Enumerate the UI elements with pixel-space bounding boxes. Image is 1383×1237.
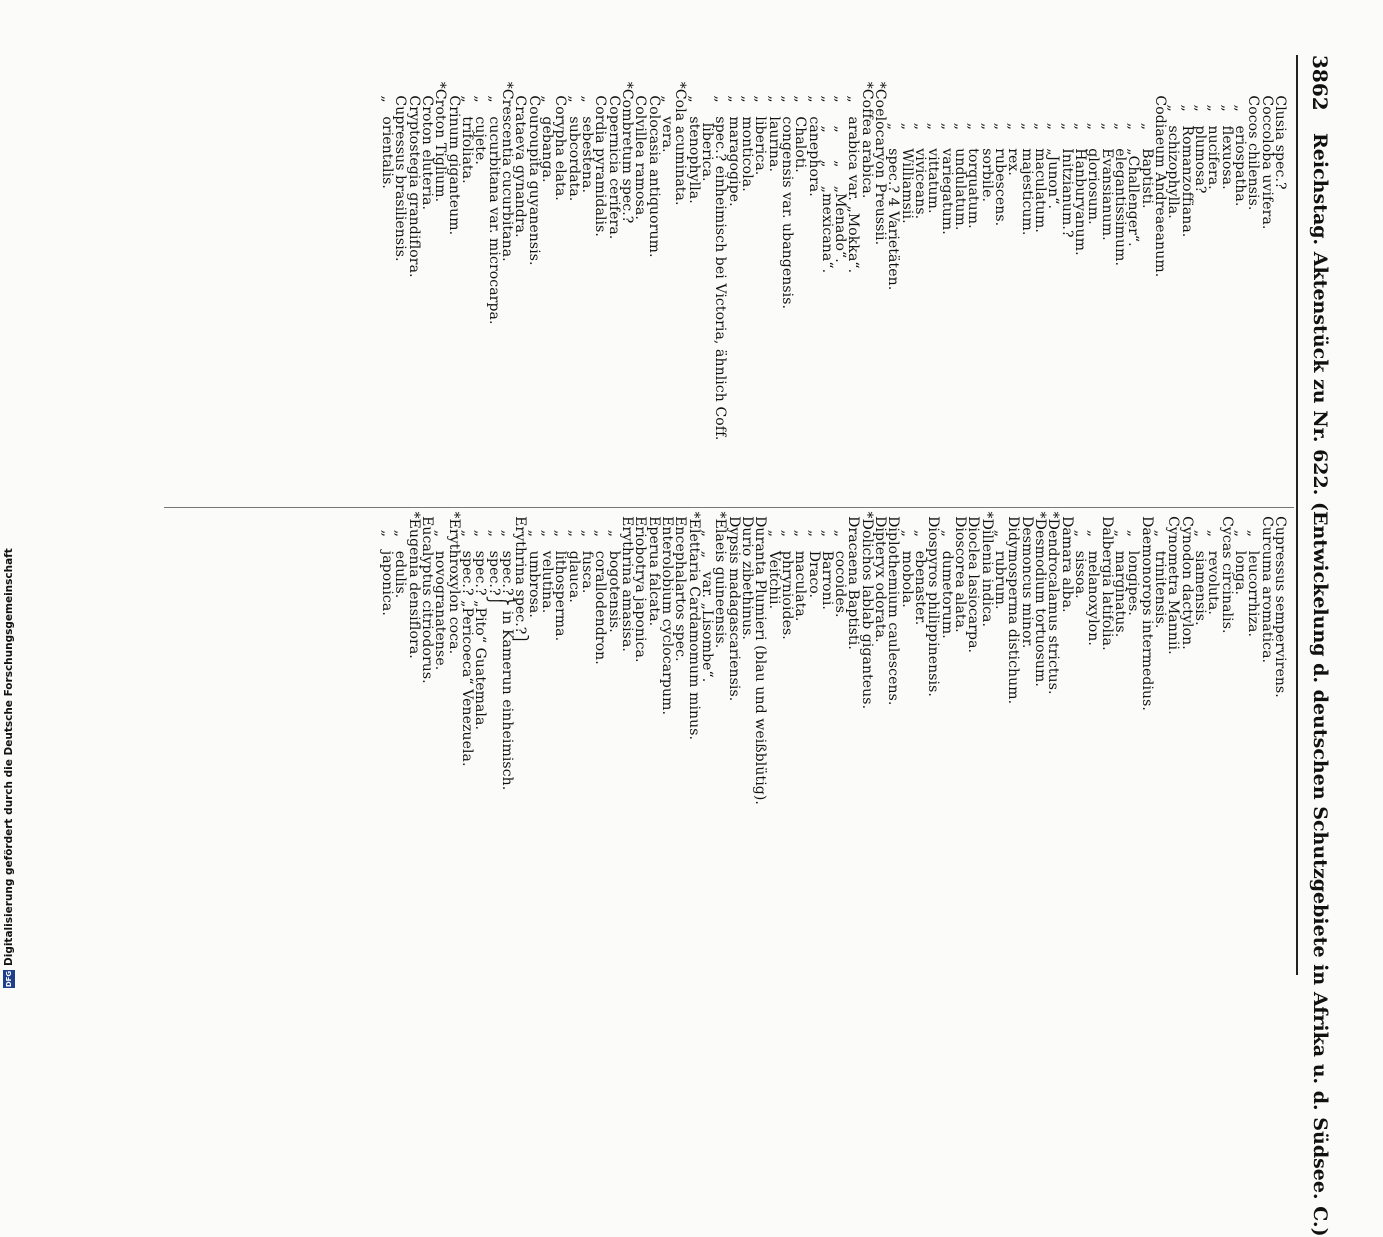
list-item: *Coffea arabica. [858,59,875,199]
list-item: Couroupita guyanensis. [525,59,542,266]
list-item: Desmoncus minor. [1018,507,1035,649]
list-item: Cupressus brasiliensis. [392,59,409,262]
list-item: Diplothemium caulescens. [885,507,902,706]
list-item: „ stenophylla. [685,59,702,204]
list-item: *Dillenia indica. [978,507,995,628]
list-item: Cynometra Mannii. [1165,507,1182,655]
list-item: Copernicia cerifera. [605,59,622,240]
list-item: Eperua falcata. [645,507,662,627]
list-item: „ japonica. [379,507,396,616]
list-item: *Elettaria Cardamomum minus. [685,507,702,741]
right-column: Cupressus sempervirens. Curcuma aromatic… [379,507,1288,967]
list-item: „ Veitchii. [765,507,782,610]
list-item: „ dumetorum. [938,507,955,639]
dfg-logo: DFG [3,970,15,988]
list-item: Dypsis madagascariensis. [725,507,742,702]
list-item: „ sorbile. [978,59,995,203]
rotated-page: 3862 Reichstag. Aktenstück zu Nr. 622. (… [100,55,1340,1237]
left-column: Clusia spec.? Coccoloba uvifera. Cocos c… [379,59,1288,519]
list-item: Colocasia antiquorum. [645,59,662,258]
list-item: Damara alba. [1058,507,1075,613]
list-item: „ glauca. [565,507,582,603]
list-item: „ leucorrhiza. [1245,507,1262,638]
list-item: Cocos chilensis. [1245,59,1262,211]
list-item: „ melanoxylon. [1085,507,1102,646]
list-item: Daemonorops intermedius. [1138,507,1155,711]
list-item: Curcuma aromatica. [1258,507,1275,664]
page-number: 3862 [1308,55,1332,111]
list-item: „ orientalis. [379,59,396,189]
list-item: Dalbergia latifolia. [1098,507,1115,651]
list-item: Dracaena Baptisti. [845,507,862,650]
list-item: *Erythroxylon coca. [445,507,462,655]
page-title: Reichstag. Aktenstück zu Nr. 622. (Entwi… [1309,133,1331,1237]
list-item: Dioclea lasiocarpa. [965,507,982,654]
list-item: „ Evansianum. [1098,59,1115,241]
list-item: „ torquatum. [965,59,982,229]
list-item: Coccoloba uvifera. [1258,59,1275,230]
list-item: „ schizophylla. [1165,59,1182,219]
list-item: „ „Junon“. [1045,59,1062,210]
list-item: *Dolichos lablab giganteus. [858,507,875,710]
list-item: Cycas circinalis. [1218,507,1235,634]
list-item: „ edulis. [392,507,409,599]
list-item: „ Williamsii. [898,59,915,224]
digitization-credit: DFG Digitalisierung gefördert durch die D… [0,0,18,988]
list-item: „ umbrosa. [525,507,542,618]
list-item: „ variegatum. [938,59,955,235]
list-item: „ laurina. [765,59,782,173]
list-item: „ longipes. [1125,507,1142,616]
list-item: Didymosperma distichum. [1005,507,1022,705]
list-item: „ gloriosum. [1085,59,1102,225]
list-item: „ „Challenger“. [1125,59,1142,247]
header-rule [1296,55,1298,975]
list-item: „ mobola. [898,507,915,608]
list-item: *Eugenia densiflora. [405,507,422,659]
list-item: „ Initzianum.? [1058,59,1075,238]
list-item: *Dendrocalamus strictus. [1045,507,1062,695]
list-item: „ rex. [1005,59,1022,176]
list-item: Cynodon dactylon. [1178,507,1195,650]
list-item: „ Baptisti. [1138,59,1155,209]
list-item: „ subcordata. [565,59,582,202]
list-item: „ revoluta. [1205,507,1222,615]
list-item: „ canephora. [805,59,822,197]
list-item: Cryptostegia grandiflora. [405,59,422,278]
list-item: „ nucifera. [1205,59,1222,190]
list-item: „ bogotensis. [605,507,622,633]
page-header: 3862 Reichstag. Aktenstück zu Nr. 622. (… [1296,55,1340,1237]
list-item: „ flexuosa. [1218,59,1235,190]
list-item: Diospyros philippinensis. [925,507,942,697]
list-item: „ majesticum. [1018,59,1035,236]
list-item: „ Romanzoffiana. [1178,59,1195,238]
list-item: „ Draco. [805,507,822,599]
credit-text: Digitalisierung gefördert durch die Deut… [3,548,15,966]
list-item: „ maragogipe. [725,59,742,207]
list-item: „ vittatum. [925,59,942,214]
list-item: „ spec.? 4 Varietäten. [885,59,902,291]
list-item: Crinum giganteum. [445,59,462,236]
list-item: „ spec.?⎭ [485,507,502,607]
list-item: „ cucurbitana var. microcarpa. [485,59,502,325]
list-item: „ arabica var. „Mokka“. [845,59,862,274]
